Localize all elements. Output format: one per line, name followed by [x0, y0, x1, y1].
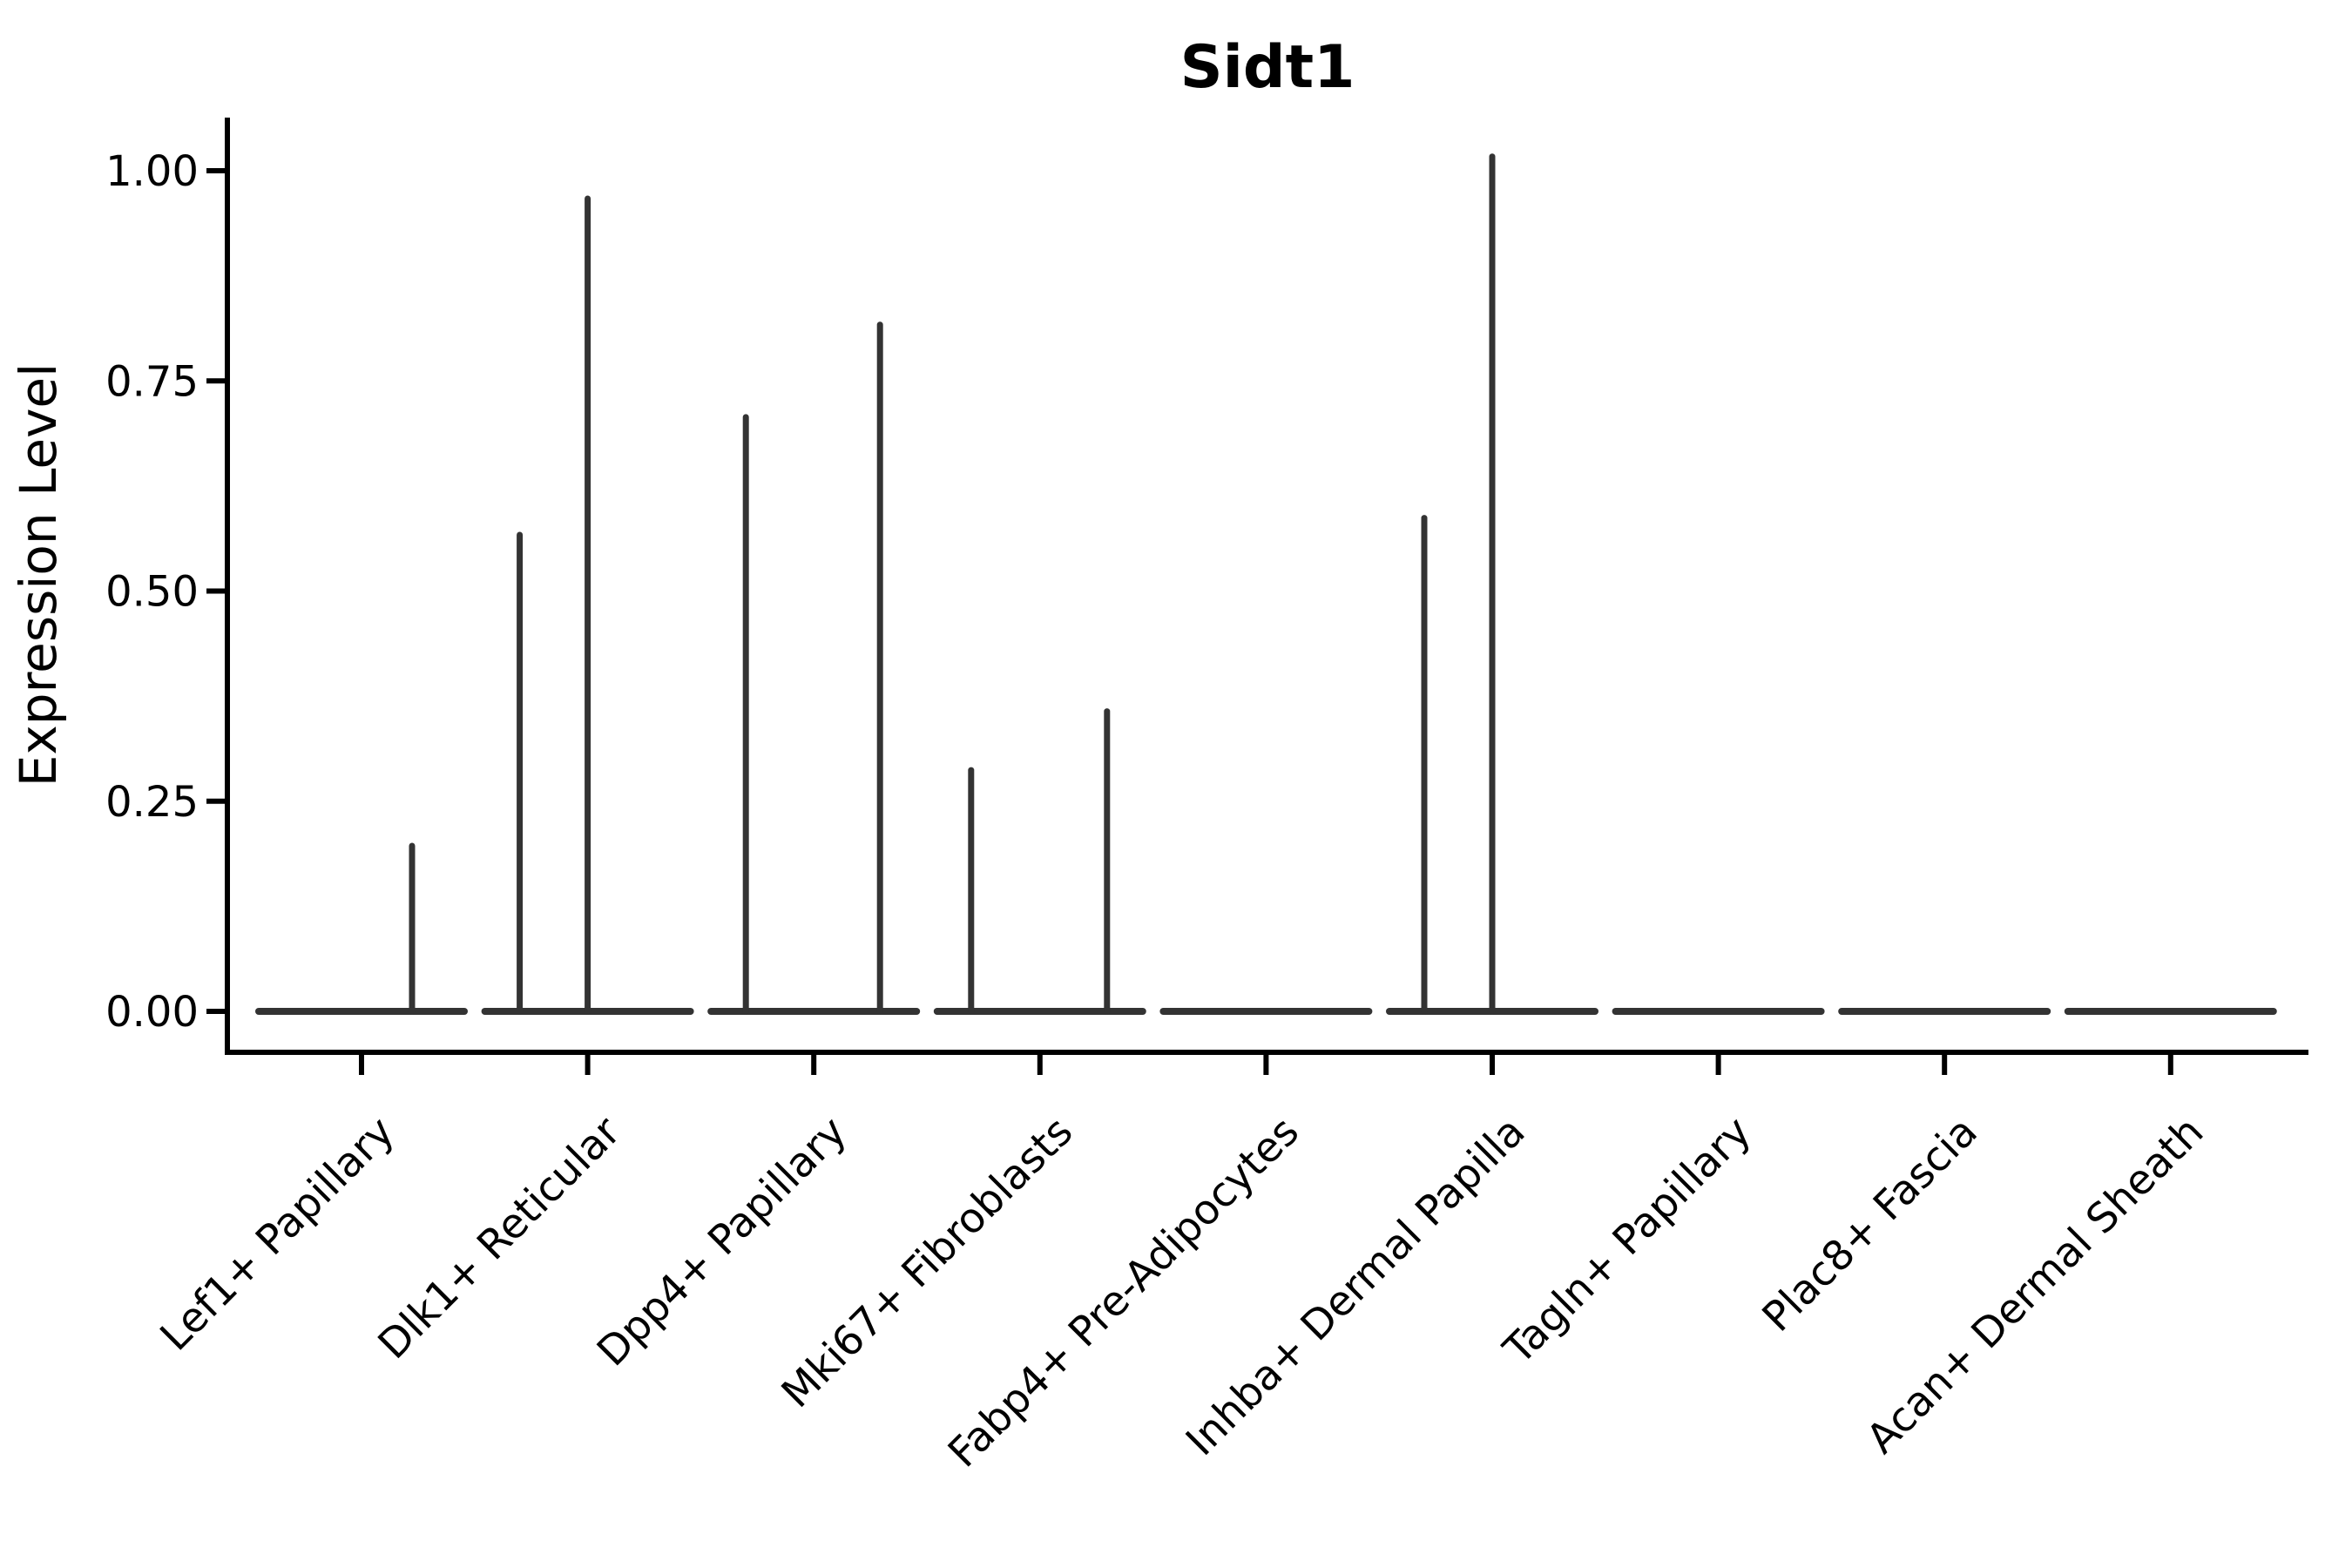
y-tick-label: 0.75 [105, 357, 199, 406]
y-tick-label: 0.50 [105, 568, 199, 617]
y-axis-label: Expression Level [9, 363, 68, 787]
chart-title: Sidt1 [1180, 33, 1355, 102]
violin-group [707, 321, 921, 1015]
violin-group [1386, 153, 1598, 1015]
violin-group [255, 842, 468, 1015]
violin-group [481, 195, 694, 1015]
y-tick-label: 1.00 [105, 147, 199, 196]
axis-spines [225, 118, 2308, 1055]
violin-group [933, 708, 1146, 1015]
violins [255, 153, 2277, 1015]
y-tick-label: 0.00 [105, 988, 199, 1037]
y-axis: 0.00 0.25 0.50 0.75 1.00 [105, 147, 227, 1037]
y-tick-label: 0.25 [105, 778, 199, 827]
